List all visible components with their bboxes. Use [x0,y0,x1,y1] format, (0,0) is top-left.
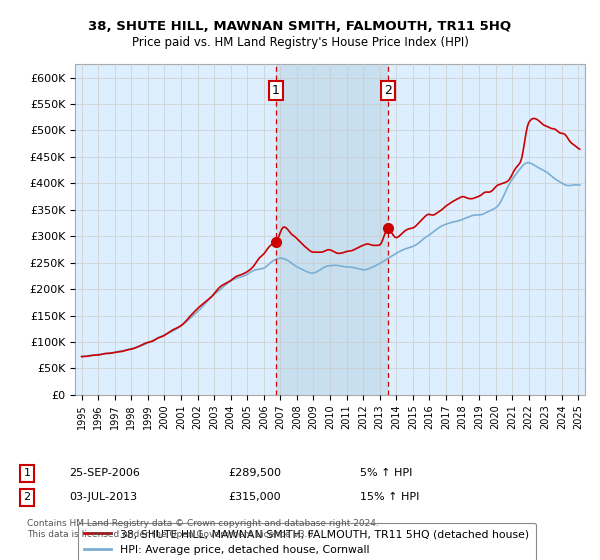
Text: 03-JUL-2013: 03-JUL-2013 [69,492,137,502]
Text: 1: 1 [272,85,280,97]
Text: 25-SEP-2006: 25-SEP-2006 [69,468,140,478]
Bar [276,64,388,395]
Text: Price paid vs. HM Land Registry's House Price Index (HPI): Price paid vs. HM Land Registry's House … [131,36,469,49]
Text: 2: 2 [23,492,31,502]
Text: 5% ↑ HPI: 5% ↑ HPI [360,468,412,478]
Text: Contains HM Land Registry data © Crown copyright and database right 2024.
This d: Contains HM Land Registry data © Crown c… [27,519,379,539]
Legend: 38, SHUTE HILL, MAWNAN SMITH, FALMOUTH, TR11 5HQ (detached house), HPI: Average : 38, SHUTE HILL, MAWNAN SMITH, FALMOUTH, … [78,523,536,560]
Text: £315,000: £315,000 [228,492,281,502]
Text: 15% ↑ HPI: 15% ↑ HPI [360,492,419,502]
Text: 1: 1 [23,468,31,478]
Text: 38, SHUTE HILL, MAWNAN SMITH, FALMOUTH, TR11 5HQ: 38, SHUTE HILL, MAWNAN SMITH, FALMOUTH, … [88,20,512,32]
Text: £289,500: £289,500 [228,468,281,478]
Text: 2: 2 [384,85,392,97]
